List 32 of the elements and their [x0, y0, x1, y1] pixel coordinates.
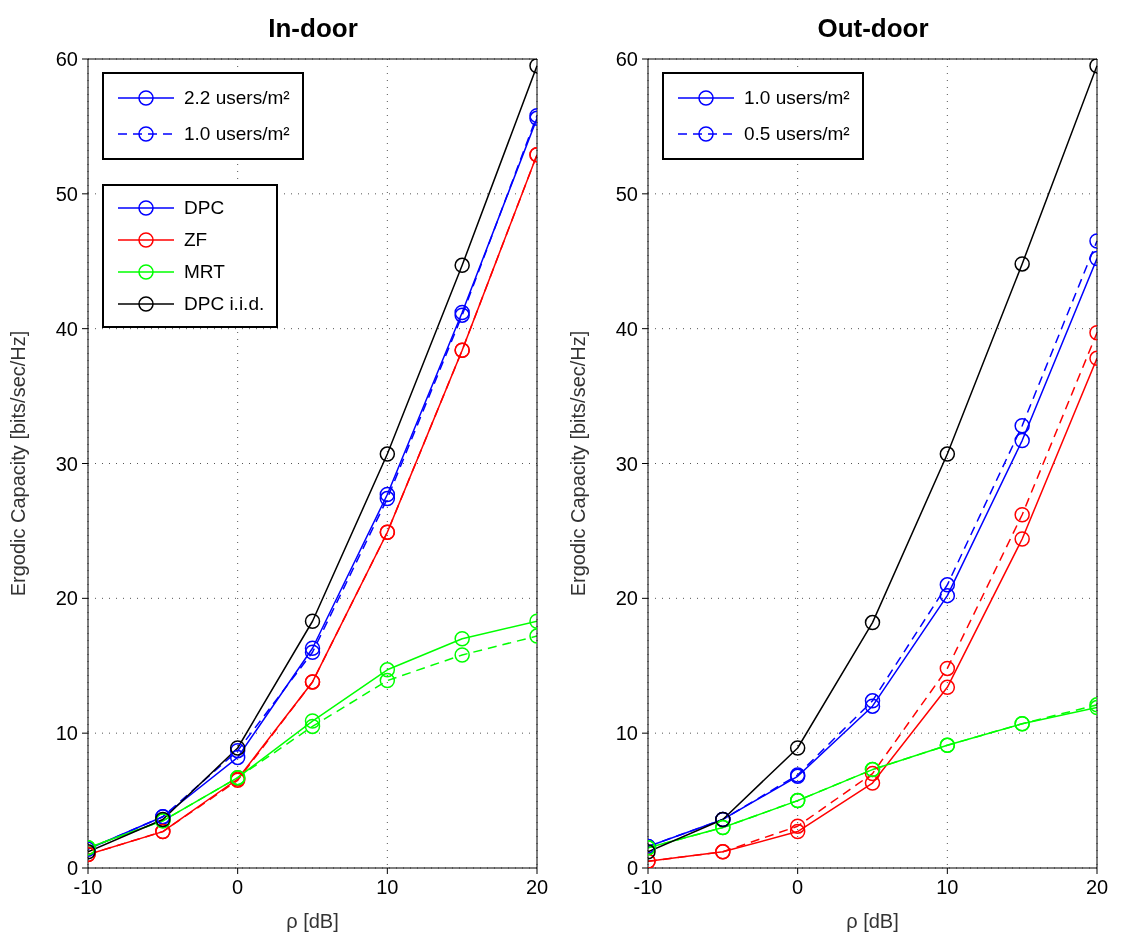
y-tick-label: 60 [55, 48, 78, 71]
legend-label: DPC i.i.d. [184, 293, 265, 315]
legend-label: 2.2 users/m² [184, 87, 290, 109]
x-axis-title: ρ [dB] [286, 910, 339, 932]
y-tick-label: 40 [55, 317, 78, 340]
x-axis-title: ρ [dB] [846, 910, 899, 932]
x-tick-label: 20 [525, 876, 549, 899]
chart-title: In-door [267, 12, 359, 45]
legend-label: 1.0 users/m² [744, 87, 850, 109]
legend-label: 1.0 users/m² [184, 123, 290, 145]
y-tick-label: 10 [615, 722, 638, 745]
x-tick-label: 0 [792, 876, 804, 899]
y-tick-label: 60 [615, 48, 638, 71]
legend-label: DPC [184, 197, 225, 219]
legend-label: ZF [184, 229, 208, 251]
y-tick-label: 10 [55, 722, 78, 745]
x-tick-label: 10 [936, 876, 959, 899]
y-tick-label: 50 [55, 182, 78, 205]
y-tick-label: 40 [615, 317, 638, 340]
x-tick-label: 10 [376, 876, 399, 899]
x-tick-label: 0 [232, 876, 244, 899]
y-tick-label: 50 [615, 182, 638, 205]
y-tick-label: 30 [55, 452, 78, 475]
y-tick-label: 30 [615, 452, 638, 475]
chart-title: Out-door [816, 12, 930, 45]
y-axis-title: Ergodic Capacity [bits/sec/Hz] [567, 330, 590, 597]
x-tick-label: 20 [1085, 876, 1109, 899]
legend-label: 0.5 users/m² [744, 123, 850, 145]
y-tick-label: 20 [55, 587, 78, 610]
legend-label: MRT [184, 261, 225, 283]
y-axis-title: Ergodic Capacity [bits/sec/Hz] [7, 330, 30, 597]
y-tick-label: 20 [615, 587, 638, 610]
